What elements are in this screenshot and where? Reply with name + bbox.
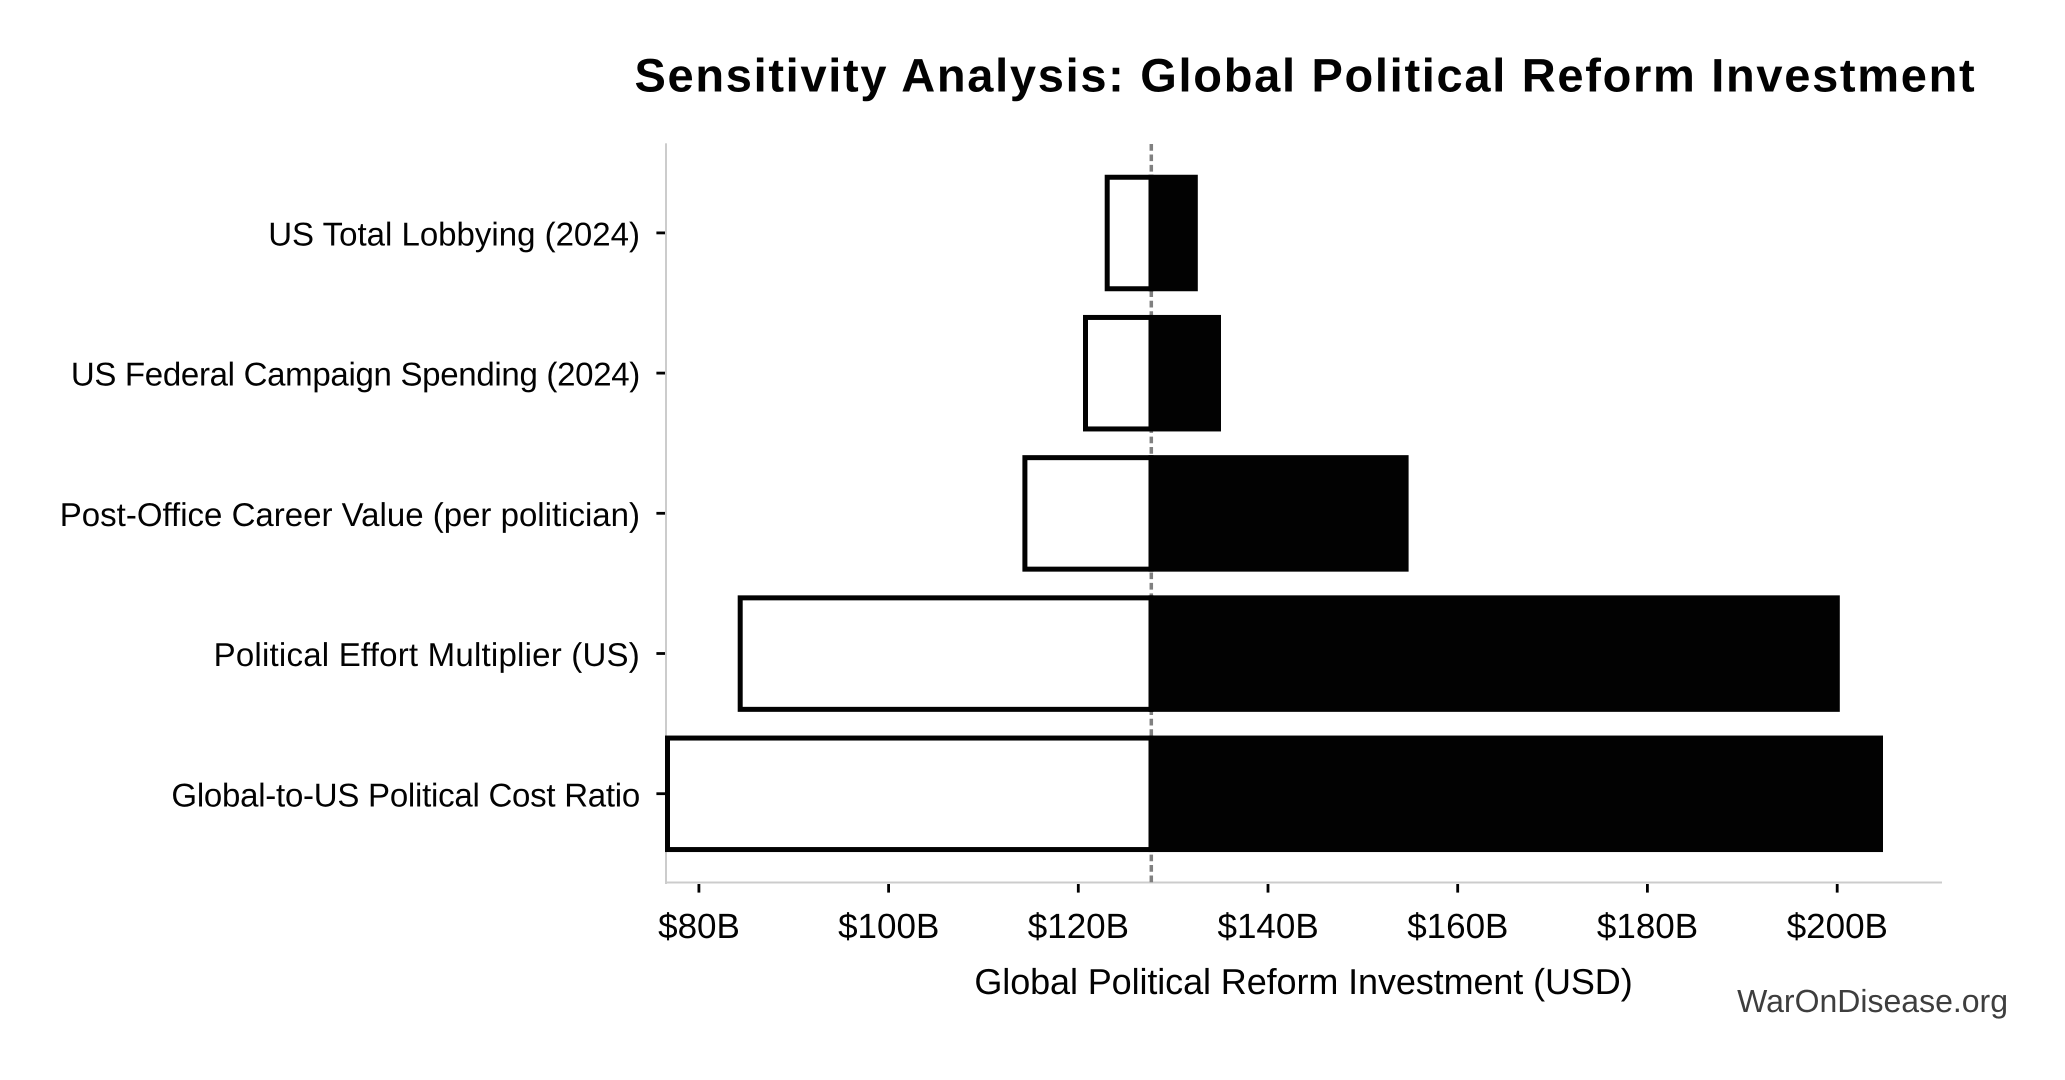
svg-text:$160B: $160B	[1407, 907, 1508, 946]
svg-text:$180B: $180B	[1597, 907, 1698, 946]
svg-text:US Federal Campaign Spending (: US Federal Campaign Spending (2024)	[71, 356, 640, 393]
svg-text:WarOnDisease.org: WarOnDisease.org	[1737, 983, 2008, 1019]
svg-text:$120B: $120B	[1028, 907, 1129, 946]
svg-text:Global-to-US Political Cost Ra: Global-to-US Political Cost Ratio	[171, 776, 640, 813]
svg-text:Sensitivity Analysis: Global P: Sensitivity Analysis: Global Political R…	[634, 49, 1976, 102]
svg-text:$140B: $140B	[1217, 907, 1318, 946]
svg-text:Political Effort Multiplier (U: Political Effort Multiplier (US)	[214, 636, 640, 673]
svg-text:$80B: $80B	[658, 907, 740, 946]
svg-text:$100B: $100B	[838, 907, 939, 946]
svg-text:$200B: $200B	[1787, 907, 1888, 946]
svg-text:Post-Office Career Value (per: Post-Office Career Value (per politician…	[60, 496, 640, 533]
svg-text:Global Political Reform Invest: Global Political Reform Investment (USD)	[974, 961, 1632, 1002]
svg-text:US Total Lobbying (2024): US Total Lobbying (2024)	[268, 216, 640, 253]
